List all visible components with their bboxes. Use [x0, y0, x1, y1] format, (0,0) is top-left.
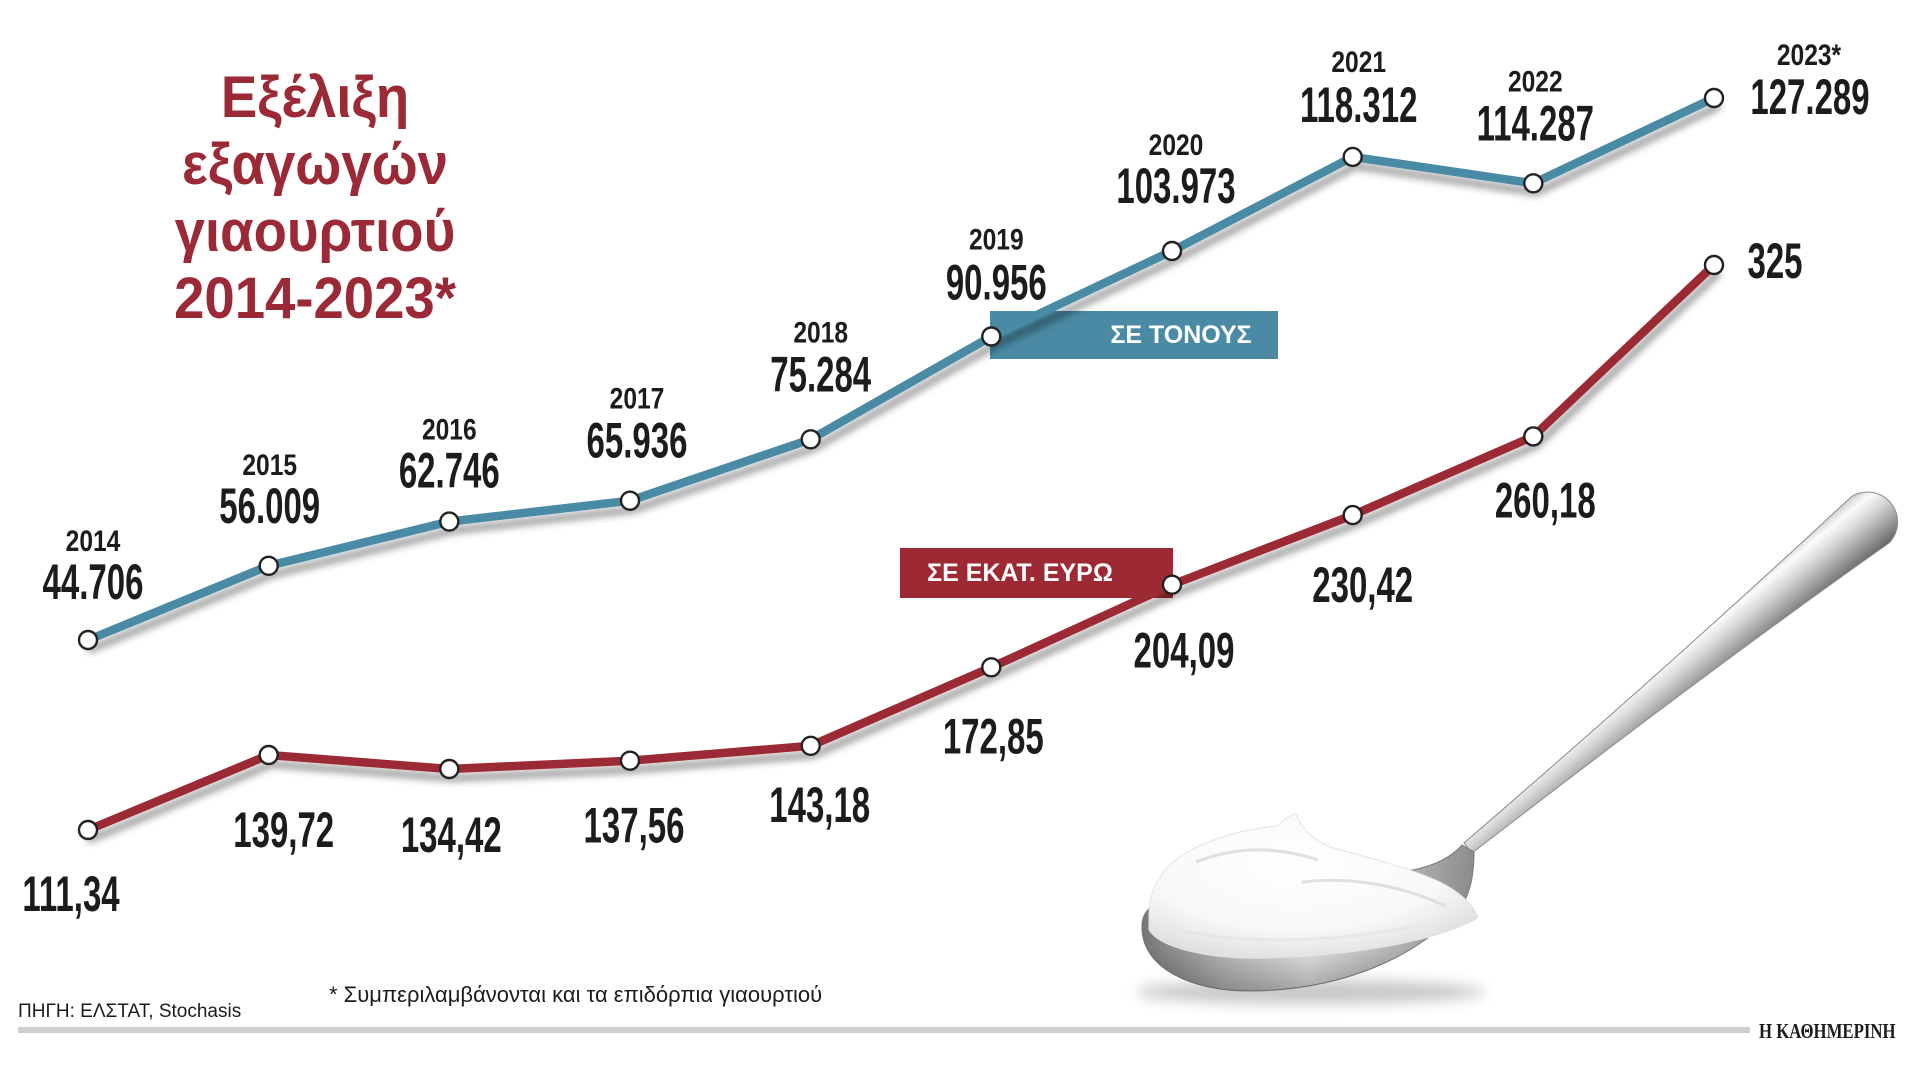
tonnes-value-label-2018: 75.284 — [770, 346, 871, 401]
chart-title: Εξέλιξη εξαγωγών γιαουρτιού 2014-2023* — [174, 64, 456, 330]
euros-point-2017 — [619, 750, 641, 771]
tonnes-value-label-2015: 56.009 — [219, 478, 320, 533]
euros-point-2020 — [1161, 574, 1183, 595]
year-label-2014: 2014 — [66, 524, 121, 558]
euros-value-label-2023: 325 — [1747, 233, 1802, 288]
tonnes-point-2021 — [1342, 146, 1363, 168]
euros-point-2019 — [981, 657, 1002, 678]
year-label-2023: 2023* — [1777, 38, 1842, 72]
tonnes-point-2022 — [1523, 173, 1544, 194]
euros-value-label-2019: 172,85 — [943, 708, 1044, 763]
title-line-3: γιαουρτιού — [175, 198, 456, 263]
year-label-2021: 2021 — [1331, 45, 1386, 79]
data-points — [77, 87, 1725, 841]
euros-point-2023 — [1703, 254, 1725, 276]
euros-point-2016 — [439, 758, 460, 780]
legend-box-euros — [900, 548, 1173, 598]
legend-label-tonnes: ΣΕ ΤΟΝΟΥΣ — [1110, 321, 1251, 349]
series-lines — [83, 93, 1719, 835]
tonnes-point-2020 — [1161, 240, 1183, 262]
euros-point-2018 — [800, 735, 821, 756]
year-label-2022: 2022 — [1508, 64, 1563, 98]
publisher-logo: Η ΚΑΘΗΜΕΡΙΝΗ — [1759, 1020, 1896, 1043]
source-note: ΠΗΓΗ: ΕΛΣΤΑΤ, Stochasis — [18, 1001, 241, 1022]
year-label-2019: 2019 — [969, 222, 1024, 256]
euros-value-label-2021: 230,42 — [1312, 557, 1413, 612]
euros-value-label-2014: 111,34 — [22, 866, 120, 921]
tonnes-value-label-2023: 127.289 — [1750, 69, 1869, 124]
euros-value-label-2022: 260,18 — [1495, 473, 1596, 528]
year-label-2020: 2020 — [1149, 128, 1204, 162]
tonnes-point-2015 — [258, 555, 279, 576]
tonnes-value-label-2020: 103.973 — [1116, 158, 1235, 213]
spoon-handle — [1463, 491, 1899, 854]
euros-value-label-2016: 134,42 — [401, 807, 502, 862]
euros-value-label-2015: 139,72 — [233, 802, 334, 857]
euros-value-label-2018: 143,18 — [769, 777, 870, 832]
euros-value-label-2017: 137,56 — [584, 798, 685, 853]
tonnes-point-2023 — [1703, 87, 1725, 109]
title-line-1: Εξέλιξη — [221, 64, 409, 129]
year-label-2018: 2018 — [793, 315, 848, 349]
euros-value-label-2020: 204,09 — [1134, 623, 1235, 678]
footnote: * Συμπεριλαμβάνονται και τα επιδόρπια γι… — [329, 982, 822, 1007]
legend: ΣΕ ΤΟΝΟΥΣ ΣΕ ΕΚΑΤ. ΕΥΡΩ — [900, 311, 1278, 598]
year-label-2016: 2016 — [422, 412, 477, 446]
tonnes-value-label-2014: 44.706 — [43, 554, 144, 609]
yogurt-dollop — [1148, 813, 1479, 959]
tonnes-point-2014 — [77, 629, 99, 651]
euros-point-2014 — [77, 819, 99, 841]
year-label-2017: 2017 — [610, 381, 665, 415]
tonnes-value-label-2019: 90.956 — [946, 255, 1047, 310]
legend-label-euros: ΣΕ ΕΚΑΤ. ΕΥΡΩ — [927, 559, 1113, 587]
title-line-4: 2014-2023* — [174, 265, 456, 330]
tonnes-point-2017 — [619, 490, 641, 511]
yogurt-swirl-2 — [1301, 878, 1447, 908]
tonnes-value-label-2017: 65.936 — [587, 413, 688, 468]
footer-rule — [18, 1027, 1750, 1033]
euros-point-2015 — [258, 744, 279, 766]
euros-point-2022 — [1523, 426, 1544, 447]
tonnes-point-2016 — [439, 511, 460, 532]
tonnes-series-line — [83, 93, 1719, 645]
year-label-2015: 2015 — [242, 447, 297, 481]
tonnes-value-label-2021: 118.312 — [1300, 77, 1417, 132]
euros-series-line — [83, 260, 1719, 835]
spoon-with-yogurt-icon — [1135, 491, 1899, 1004]
tonnes-point-2019 — [981, 326, 1002, 347]
title-line-2: εξαγωγών — [182, 131, 448, 196]
yogurt-swirl-3 — [1179, 923, 1421, 942]
tonnes-value-label-2022: 114.287 — [1477, 95, 1594, 150]
tonnes-value-label-2016: 62.746 — [399, 443, 500, 498]
euros-point-2021 — [1342, 504, 1363, 526]
tonnes-point-2018 — [800, 429, 821, 450]
yogurt-swirl-1 — [1195, 848, 1319, 864]
